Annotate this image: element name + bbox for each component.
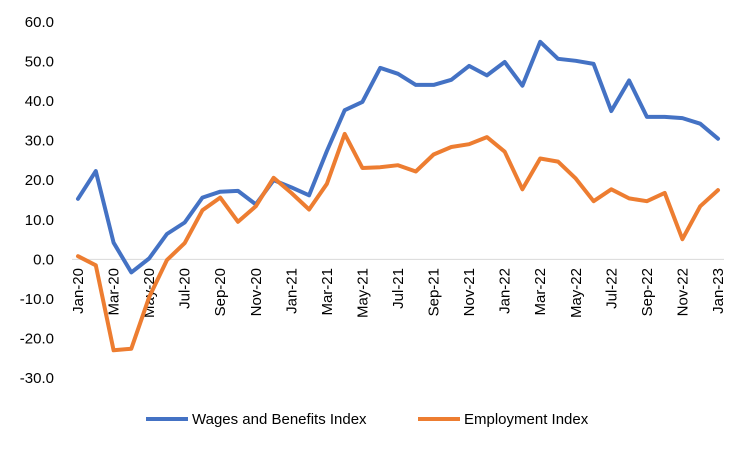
x-tick-label: Sep-21: [426, 268, 443, 316]
series-lines: [76, 39, 720, 353]
x-axis-tick-labels: Jan-20 Mar-20 May-20 Jul-20 Sep-20 Nov-20 Jan-…: [70, 268, 727, 318]
x-tick-label: Nov-21: [461, 268, 478, 316]
legend-label: Wages and Benefits Index: [192, 411, 367, 428]
x-tick-label: Jul-21: [390, 268, 407, 309]
x-tick-label: Jan-20: [70, 268, 87, 314]
x-tick-label: Mar-20: [106, 268, 123, 316]
y-tick-label: 30.0: [25, 133, 54, 150]
x-tick-label: Sep-22: [639, 268, 656, 316]
y-tick-label: 10.0: [25, 212, 54, 229]
x-tick-label: Nov-22: [674, 268, 691, 316]
y-tick-label: 60.0: [25, 14, 54, 31]
y-tick-label: 20.0: [25, 172, 54, 189]
y-axis-tick-labels: 60.0 50.0 40.0 30.0 20.0 10.0 0.0 -10.0 -20.0 -30…: [20, 14, 54, 387]
x-tick-label: Jul-20: [177, 268, 194, 309]
y-tick-label: 0.0: [33, 251, 54, 268]
legend-label: Employment Index: [464, 411, 589, 428]
y-tick-label: -10.0: [20, 291, 54, 308]
y-tick-label: -20.0: [20, 330, 54, 347]
x-tick-label: May-21: [354, 268, 371, 318]
x-tick-label: Mar-22: [532, 268, 549, 316]
y-tick-label: -30.0: [20, 370, 54, 387]
x-tick-label: Sep-20: [212, 268, 229, 316]
x-tick-label: Jan-23: [710, 268, 727, 314]
x-tick-label: May-22: [568, 268, 585, 318]
x-tick-label: Jul-22: [603, 268, 620, 309]
legend: Wages and Benefits Index Employment Index: [146, 411, 589, 428]
x-tick-label: Jan-21: [283, 268, 300, 314]
x-tick-label: Mar-21: [319, 268, 336, 316]
y-tick-label: 40.0: [25, 93, 54, 110]
x-tick-label: Jan-22: [497, 268, 514, 314]
series-line-wages-and-benefits: [76, 39, 720, 275]
series-line-employment: [76, 131, 720, 353]
x-tick-label: Nov-20: [248, 268, 265, 316]
y-tick-label: 50.0: [25, 54, 54, 71]
